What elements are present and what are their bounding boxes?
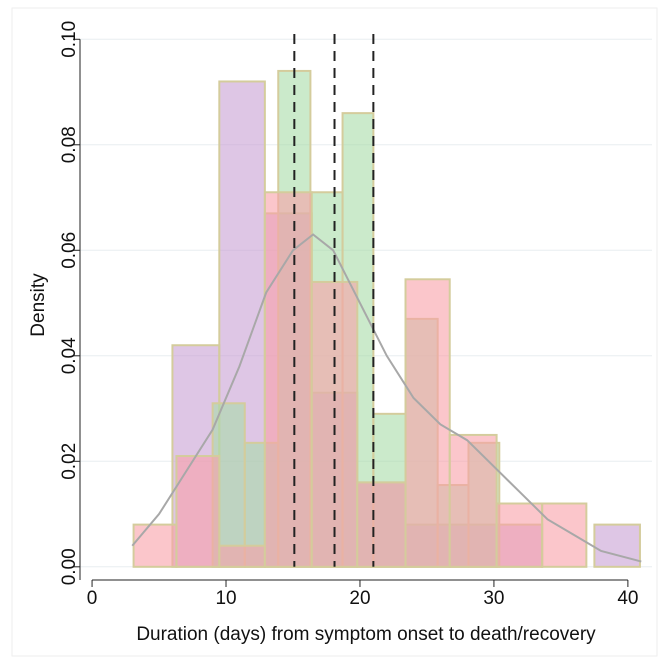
x-axis-title: Duration (days) from symptom onset to de… bbox=[136, 624, 596, 645]
histogram-bar bbox=[541, 502, 588, 568]
histogram-bar bbox=[175, 455, 221, 568]
y-axis-title: Density bbox=[28, 273, 49, 337]
y-tick-label: 0.04 bbox=[59, 337, 80, 374]
histogram-bar bbox=[263, 191, 313, 568]
histogram-bar bbox=[132, 523, 178, 568]
histogram-bar bbox=[448, 433, 498, 568]
histogram-bar bbox=[495, 502, 544, 568]
y-tick-label: 0.06 bbox=[59, 232, 80, 269]
histogram-bar bbox=[356, 481, 407, 568]
x-tick-label: 30 bbox=[483, 588, 504, 609]
x-tick-label: 20 bbox=[349, 588, 370, 609]
y-tick-label: 0.00 bbox=[59, 548, 80, 585]
y-tick-label: 0.02 bbox=[59, 443, 80, 480]
y-tick-label: 0.08 bbox=[59, 126, 80, 163]
histogram-bar bbox=[404, 278, 451, 568]
x-tick-label: 10 bbox=[215, 588, 236, 609]
histogram-bar bbox=[593, 523, 641, 568]
chart-frame bbox=[11, 7, 658, 657]
y-tick-label: 0.10 bbox=[59, 21, 80, 58]
x-tick-label: 40 bbox=[617, 588, 638, 609]
histogram-bar bbox=[218, 544, 266, 568]
x-tick-label: 0 bbox=[87, 588, 98, 609]
